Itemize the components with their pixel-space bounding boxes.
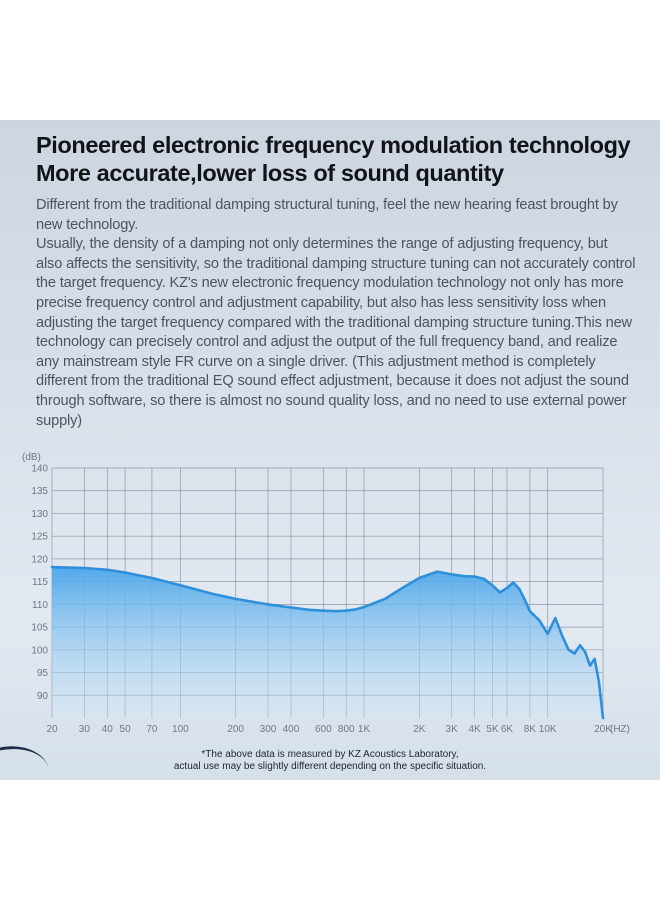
x-tick-label: 300 (260, 724, 277, 735)
y-tick-label: 90 (37, 691, 49, 702)
product-panel: Pioneered electronic frequency modulatio… (0, 120, 660, 780)
footnote-line-2: actual use may be slightly different dep… (173, 761, 487, 772)
x-tick-label: 3K (446, 724, 459, 735)
x-tick-label: 1K (358, 724, 371, 735)
x-tick-label: 400 (283, 724, 300, 735)
x-tick-label: 20 (46, 724, 58, 735)
description-text: Different from the traditional damping s… (36, 196, 636, 431)
y-tick-label: 105 (31, 623, 48, 634)
x-tick-label: 20K (594, 724, 612, 735)
x-tick-label: 200 (227, 724, 244, 735)
x-tick-label: 100 (172, 724, 189, 735)
x-tick-label: 6K (501, 724, 514, 735)
x-tick-label: 40 (102, 724, 114, 735)
footnote-line-1: *The above data is measured by KZ Acoust… (201, 749, 459, 760)
headline-line-1: Pioneered electronic frequency modulatio… (36, 132, 631, 158)
y-tick-label: 125 (31, 532, 48, 543)
x-axis-unit: (HZ) (610, 724, 630, 735)
description-paragraph-2: Usually, the density of a damping not on… (36, 236, 636, 429)
x-tick-label: 2K (413, 724, 426, 735)
y-tick-label: 95 (37, 668, 49, 679)
frequency-response-chart: 90 95 100 105 110 115 120 125 130 135 140(dB) 20 30 4… (22, 452, 630, 735)
y-tick-label: 115 (32, 577, 48, 588)
description-paragraph-1: Different from the traditional damping s… (36, 197, 618, 233)
x-tick-label: 600 (315, 724, 332, 735)
y-tick-label: 110 (32, 600, 48, 611)
x-tick-label: 50 (120, 724, 132, 735)
response-area (52, 567, 603, 718)
x-tick-label: 4K (469, 724, 482, 735)
y-tick-label: 140 (31, 464, 48, 475)
headline-line-2: More accurate,lower loss of sound quanti… (36, 160, 504, 186)
y-tick-label: 120 (31, 554, 48, 565)
x-tick-label: 70 (146, 724, 158, 735)
x-tick-label: 5K (486, 724, 499, 735)
x-tick-label: 8K (524, 724, 537, 735)
y-axis-label: (dB) (22, 452, 41, 463)
x-tick-label: 30 (79, 724, 91, 735)
x-tick-label: 10K (539, 724, 557, 735)
y-tick-label: 135 (31, 486, 48, 497)
x-tick-label: 800 (338, 724, 355, 735)
y-tick-label: 130 (31, 509, 48, 520)
y-tick-label: 100 (31, 645, 48, 656)
response-curve (50, 565, 605, 720)
